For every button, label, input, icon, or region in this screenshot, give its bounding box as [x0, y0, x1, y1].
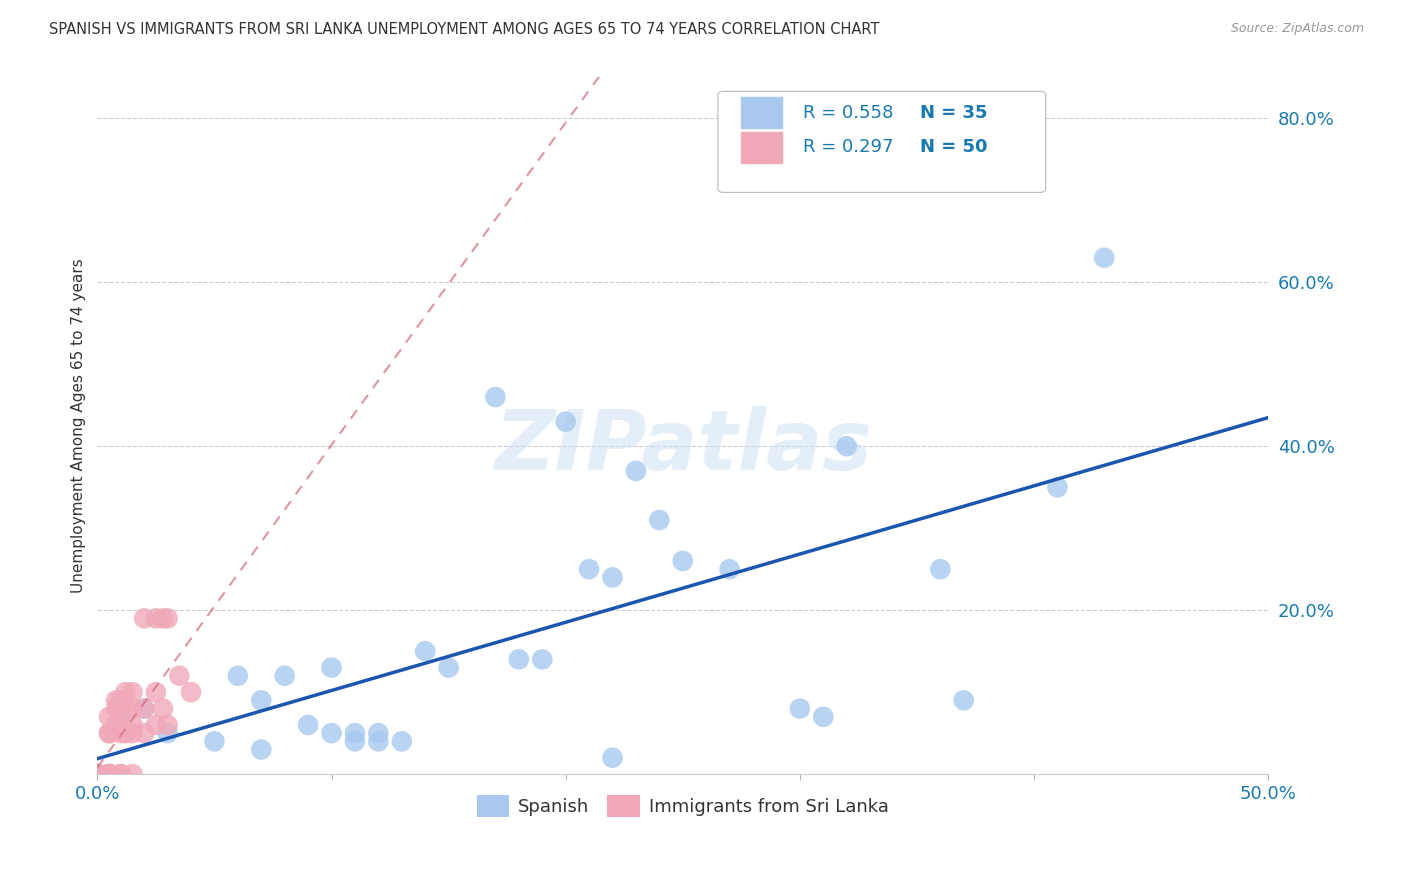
Point: [86, 767, 108, 781]
Text: SPANISH VS IMMIGRANTS FROM SRI LANKA UNEMPLOYMENT AMONG AGES 65 TO 74 YEARS CORR: SPANISH VS IMMIGRANTS FROM SRI LANKA UNE…: [49, 22, 880, 37]
Point: [86, 767, 108, 781]
Point: [367, 726, 389, 740]
Point: [98, 767, 121, 781]
Point: [273, 669, 295, 683]
Point: [718, 562, 741, 576]
Point: [554, 415, 576, 429]
Point: [134, 726, 156, 740]
Point: [204, 734, 226, 748]
Point: [86, 767, 108, 781]
Point: [110, 693, 132, 707]
Point: [156, 611, 179, 625]
Point: [110, 726, 132, 740]
Point: [297, 718, 319, 732]
Point: [508, 652, 530, 666]
Point: [321, 726, 343, 740]
Point: [180, 685, 202, 699]
Point: [86, 767, 108, 781]
Text: ZIPatlas: ZIPatlas: [494, 406, 872, 487]
Point: [121, 701, 143, 715]
Point: [86, 767, 108, 781]
Point: [98, 767, 121, 781]
Point: [98, 726, 121, 740]
Point: [813, 710, 835, 724]
Point: [105, 701, 128, 715]
Point: [134, 701, 156, 715]
Point: [145, 718, 167, 732]
Point: [156, 726, 179, 740]
Text: Source: ZipAtlas.com: Source: ZipAtlas.com: [1230, 22, 1364, 36]
Point: [391, 734, 413, 748]
Point: [343, 726, 366, 740]
Point: [121, 685, 143, 699]
Legend: Spanish, Immigrants from Sri Lanka: Spanish, Immigrants from Sri Lanka: [470, 788, 896, 824]
Point: [152, 701, 174, 715]
Point: [437, 660, 460, 674]
Point: [156, 718, 179, 732]
Point: [114, 701, 136, 715]
FancyBboxPatch shape: [718, 91, 1046, 193]
Point: [145, 685, 167, 699]
Bar: [741, 97, 782, 128]
Bar: [741, 132, 782, 163]
Point: [121, 726, 143, 740]
Point: [413, 644, 436, 658]
Point: [86, 767, 108, 781]
Point: [250, 742, 273, 756]
Point: [134, 611, 156, 625]
Point: [105, 693, 128, 707]
Text: N = 35: N = 35: [921, 103, 988, 121]
Point: [250, 693, 273, 707]
Point: [835, 439, 858, 453]
Point: [648, 513, 671, 527]
Point: [1092, 251, 1115, 265]
Point: [98, 767, 121, 781]
Point: [86, 767, 108, 781]
Point: [121, 718, 143, 732]
Point: [602, 750, 624, 764]
Point: [152, 611, 174, 625]
Point: [672, 554, 695, 568]
Point: [86, 767, 108, 781]
Point: [110, 767, 132, 781]
Point: [114, 685, 136, 699]
Point: [98, 726, 121, 740]
Point: [98, 767, 121, 781]
Point: [86, 767, 108, 781]
Point: [789, 701, 811, 715]
Point: [98, 767, 121, 781]
Point: [484, 390, 506, 404]
Point: [134, 701, 156, 715]
Point: [929, 562, 952, 576]
Point: [226, 669, 249, 683]
Point: [110, 718, 132, 732]
Point: [602, 570, 624, 584]
Point: [169, 669, 191, 683]
Point: [343, 734, 366, 748]
Point: [367, 734, 389, 748]
Point: [110, 767, 132, 781]
Point: [114, 726, 136, 740]
Point: [531, 652, 554, 666]
Point: [1046, 480, 1069, 494]
Point: [952, 693, 974, 707]
Point: [145, 611, 167, 625]
Point: [86, 767, 108, 781]
Point: [121, 767, 143, 781]
Point: [98, 710, 121, 724]
Point: [624, 464, 647, 478]
Y-axis label: Unemployment Among Ages 65 to 74 years: Unemployment Among Ages 65 to 74 years: [72, 259, 86, 593]
Point: [321, 660, 343, 674]
Text: N = 50: N = 50: [921, 138, 988, 156]
Text: R = 0.297: R = 0.297: [803, 138, 894, 156]
Point: [578, 562, 600, 576]
Point: [86, 767, 108, 781]
Point: [105, 718, 128, 732]
Point: [110, 701, 132, 715]
Point: [86, 767, 108, 781]
Text: R = 0.558: R = 0.558: [803, 103, 894, 121]
Point: [86, 767, 108, 781]
